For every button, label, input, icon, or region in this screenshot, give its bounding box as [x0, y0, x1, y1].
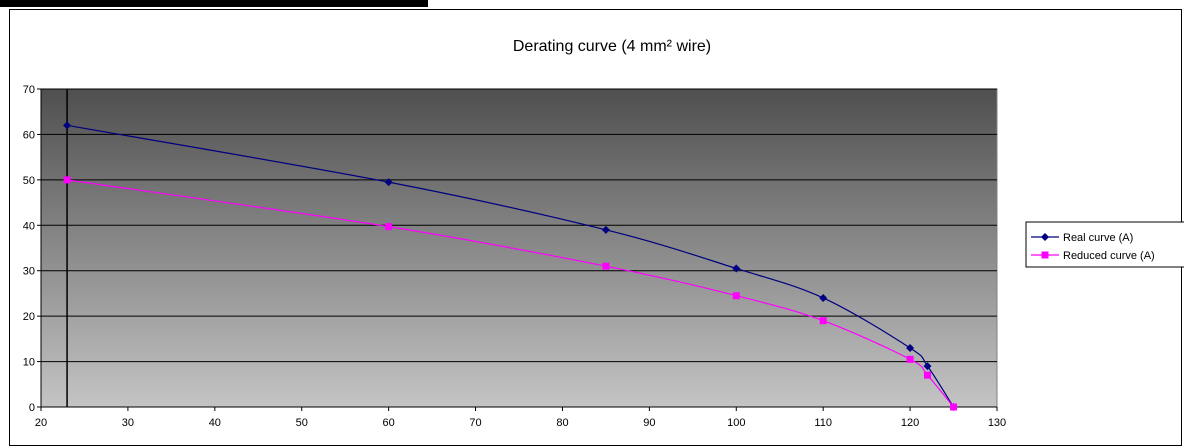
x-tick-label: 90 — [643, 417, 655, 429]
real-curve-a-point — [384, 178, 393, 187]
y-tick-label: 40 — [23, 220, 35, 232]
chart-title: Derating curve (4 mm² wire) — [513, 38, 711, 55]
legend-label: Real curve (A) — [1063, 232, 1133, 244]
x-tick-label: 20 — [35, 417, 47, 429]
reduced-curve-a-point — [602, 262, 610, 270]
reduced-curve-a-point — [950, 403, 958, 411]
series-layer — [63, 121, 958, 411]
real-curve-a-line — [66, 124, 955, 408]
legend-swatch-marker — [1041, 251, 1049, 259]
legend-label: Reduced curve (A) — [1063, 250, 1155, 262]
reduced-curve-a-point — [819, 317, 827, 325]
real-curve-a-point — [601, 225, 610, 234]
y-tick-label: 10 — [23, 357, 35, 369]
y-tick-label: 20 — [23, 311, 35, 323]
x-tick-label: 130 — [988, 417, 1006, 429]
y-tick-label: 50 — [23, 175, 35, 187]
x-tick-label: 60 — [383, 417, 395, 429]
y-tick-label: 0 — [29, 402, 35, 414]
reduced-curve-a-point — [63, 176, 71, 184]
legend-swatch-marker — [1041, 233, 1049, 241]
real-curve-a-point — [732, 264, 741, 273]
real-curve-a-point — [923, 362, 932, 371]
x-tick-label: 40 — [209, 417, 221, 429]
legend: Real curve (A) Reduced curve (A) — [1025, 221, 1184, 268]
x-tick-label: 70 — [469, 417, 481, 429]
x-tick-label: 100 — [727, 417, 745, 429]
real-curve-a-point — [819, 293, 828, 302]
plot-area — [40, 88, 998, 408]
top-black-bar — [0, 0, 428, 7]
y-tick-label: 60 — [23, 129, 35, 141]
reduced-curve-a-point — [732, 292, 740, 300]
x-tick-label: 30 — [122, 417, 134, 429]
y-tick-label: 30 — [23, 266, 35, 278]
y-tick-label: 70 — [23, 84, 35, 96]
real-curve-a-point — [906, 343, 915, 352]
x-tick-label: 110 — [814, 417, 832, 429]
reduced-curve-a-point — [385, 223, 393, 231]
real-curve-a-point — [63, 121, 72, 130]
legend-box — [1025, 221, 1184, 268]
reduced-curve-a-point — [906, 355, 914, 363]
reduced-curve-a-point — [923, 371, 931, 379]
x-tick-label: 80 — [556, 417, 568, 429]
x-tick-label: 50 — [296, 417, 308, 429]
gridlines — [41, 88, 997, 363]
x-tick-label: 120 — [901, 417, 919, 429]
reduced-curve-a-line — [66, 179, 955, 408]
axes: 0 10 20 30 40 50 60 70 20 30 40 50 60 70 80 90 100 110 120… — [23, 84, 1006, 429]
